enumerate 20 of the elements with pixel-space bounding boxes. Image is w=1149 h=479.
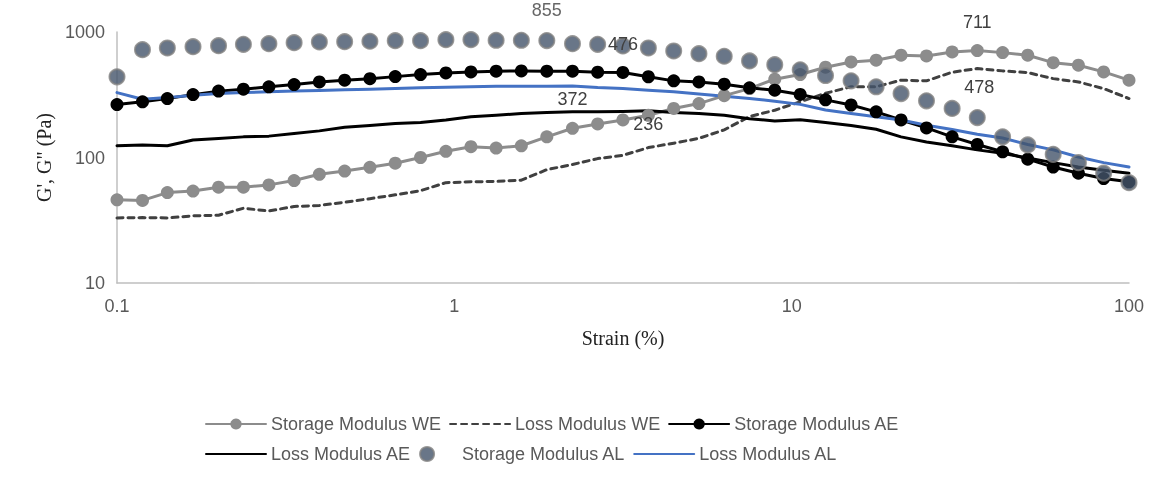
legend-label: Storage Modulus AE bbox=[734, 414, 899, 434]
data-label: 711 bbox=[962, 12, 992, 33]
x-tick-label: 1 bbox=[449, 296, 460, 316]
legend-label: Storage Modulus WE bbox=[271, 414, 442, 434]
y-tick-label: 100 bbox=[74, 147, 105, 168]
y-tick-label: 1000 bbox=[64, 22, 105, 42]
x-tick-label: 100 bbox=[1113, 296, 1145, 316]
y-tick-label: 10 bbox=[84, 273, 105, 293]
legend-label: Loss Modulus AE bbox=[271, 444, 411, 464]
legend-label: Loss Modulus WE bbox=[515, 414, 661, 434]
y-axis-title: G', G" (Pa) bbox=[33, 113, 57, 202]
x-tick-label: 10 bbox=[781, 296, 802, 316]
data-label: 372 bbox=[557, 88, 588, 109]
data-label: 236 bbox=[633, 113, 664, 134]
legend-label: Loss Modulus AL bbox=[699, 444, 837, 464]
x-axis-title: Strain (%) bbox=[581, 327, 665, 350]
data-label: 855 bbox=[531, 0, 562, 21]
x-tick-label: 0.1 bbox=[104, 296, 130, 316]
legend-label: Storage Modulus AL bbox=[462, 444, 625, 464]
data-label: 478 bbox=[964, 77, 995, 98]
